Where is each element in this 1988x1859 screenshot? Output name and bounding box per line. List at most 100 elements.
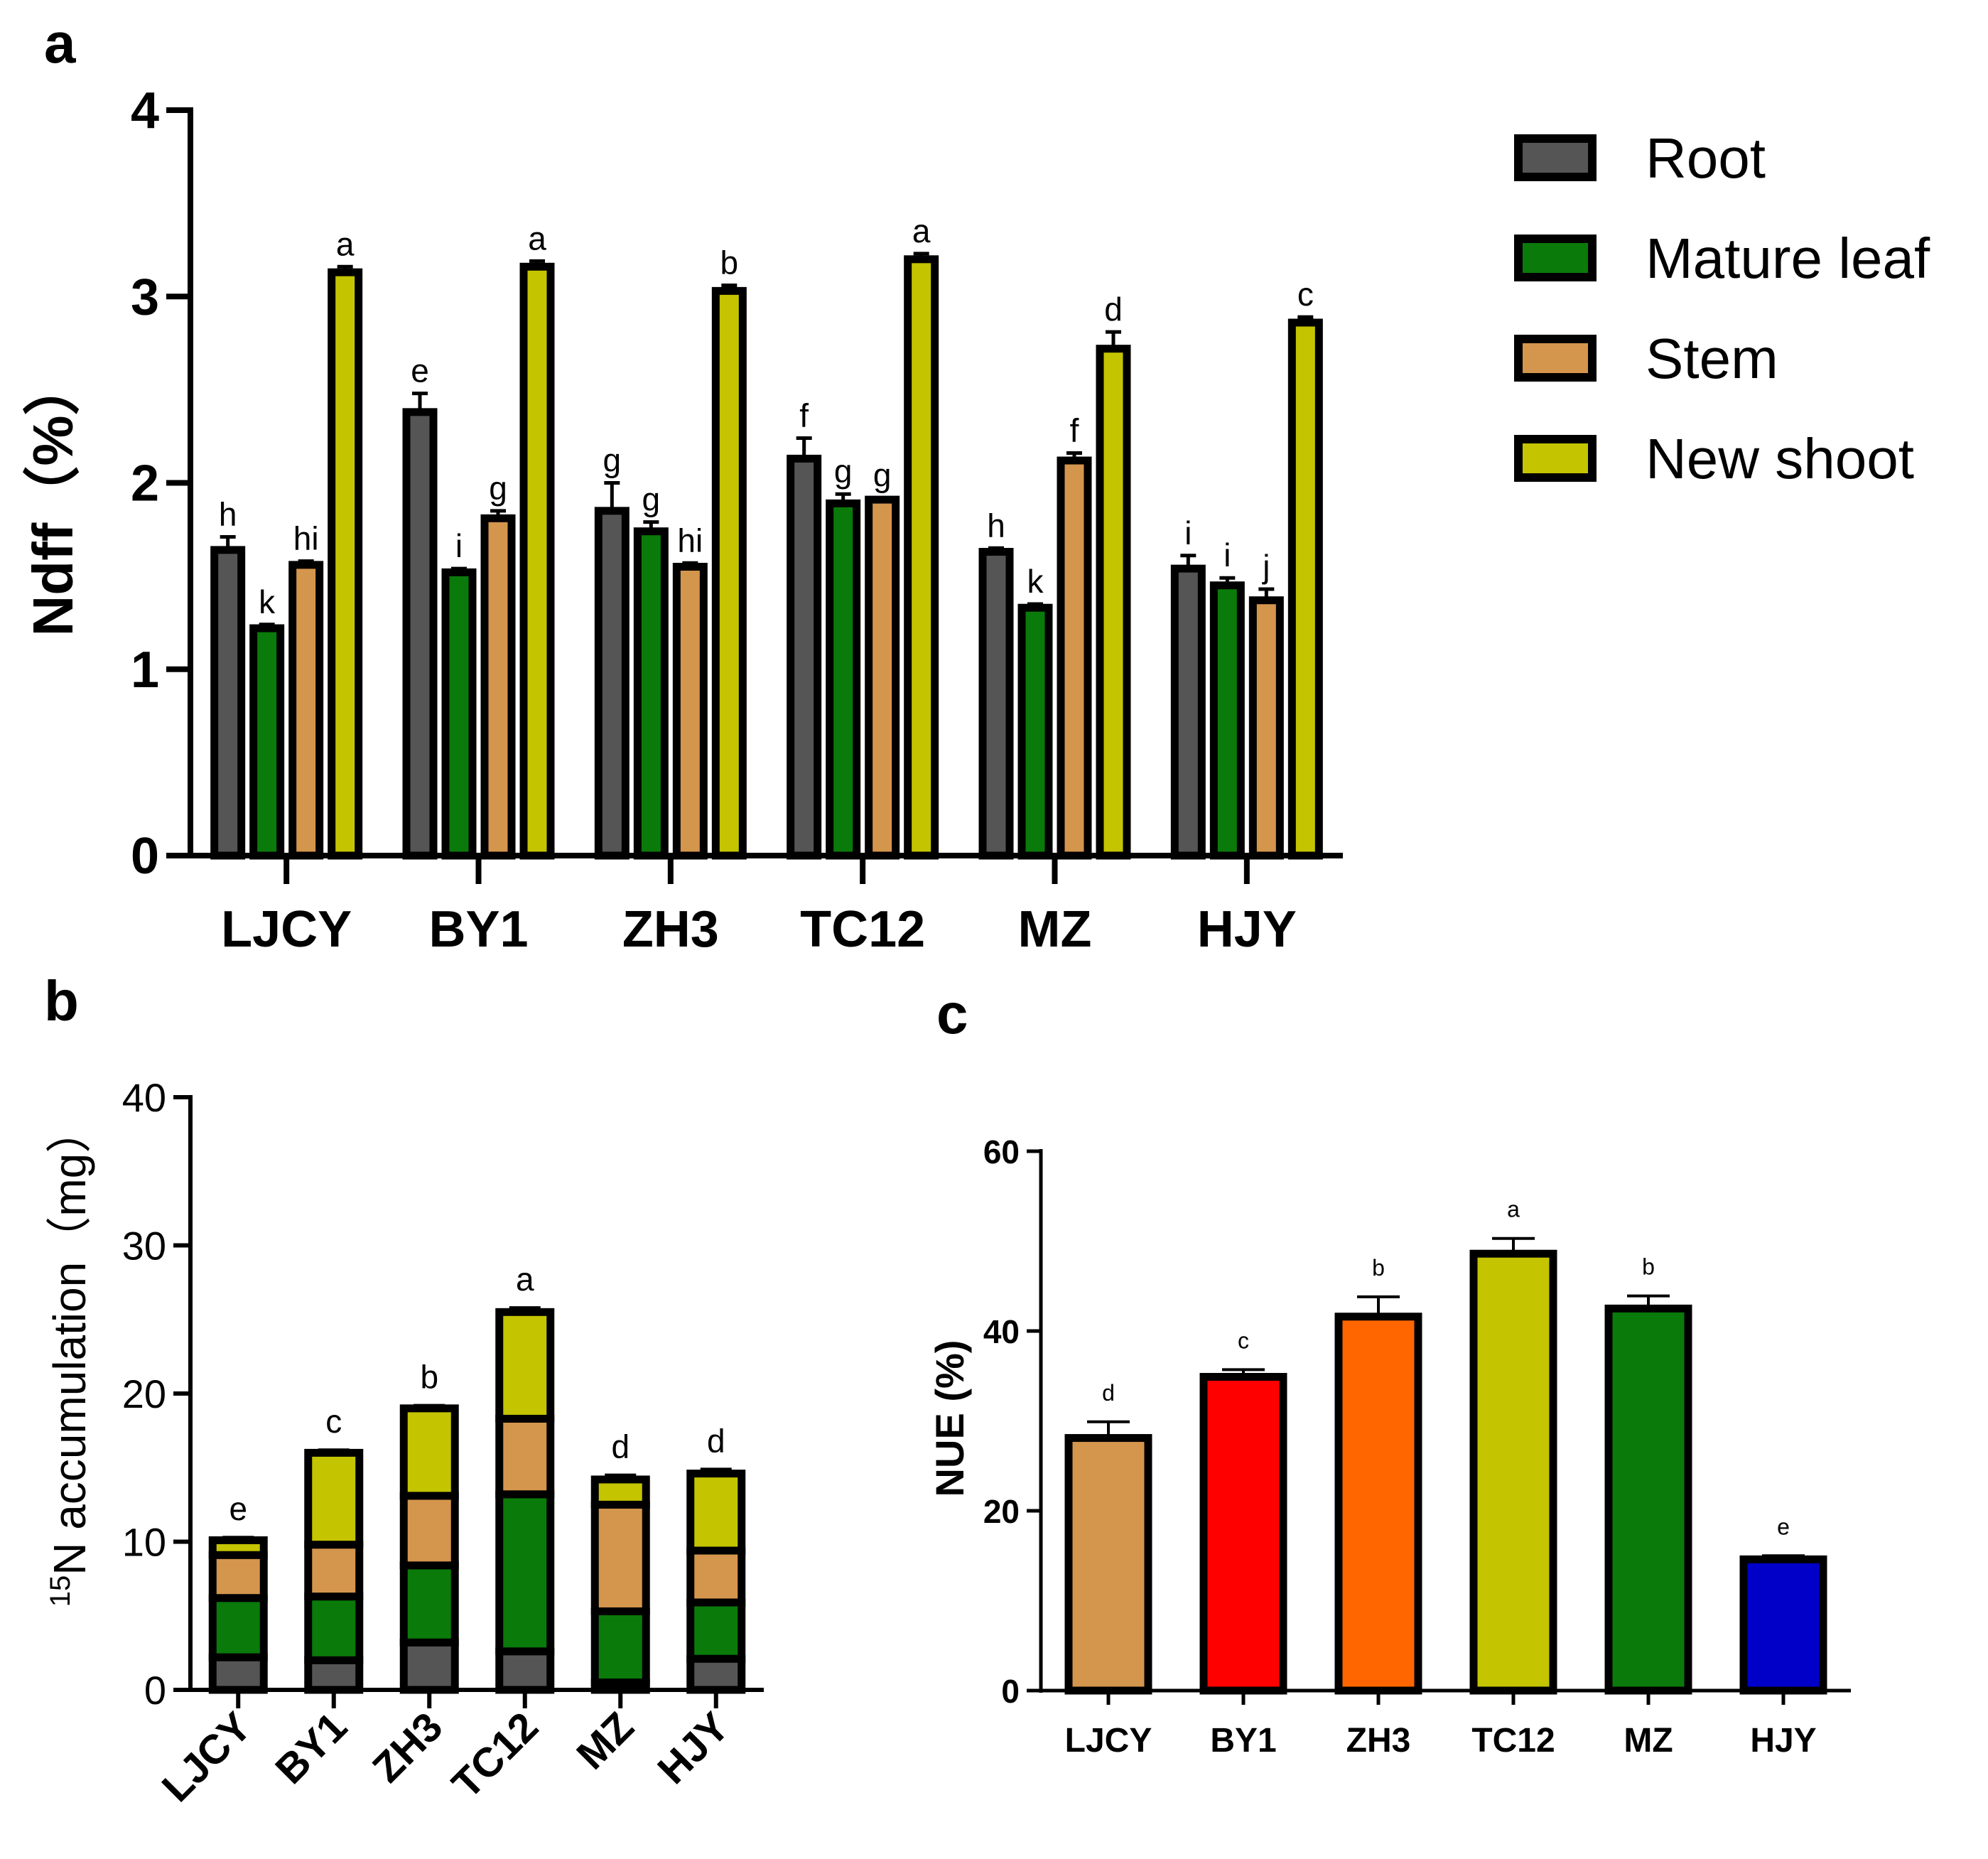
legend-label-mature-leaf: Mature leaf xyxy=(1646,227,1930,290)
sig-letter-a-hjy-root: i xyxy=(1184,514,1192,551)
legend-swatch-root xyxy=(1514,134,1597,181)
sig-letter-a-tc12-root: f xyxy=(799,397,809,434)
bar-a-mz-mature-leaf xyxy=(1017,603,1053,860)
legend-swatch-stem xyxy=(1514,335,1597,382)
bar-b-tc12-mature-leaf xyxy=(495,1490,555,1656)
bar-a-hjy-mature-leaf xyxy=(1209,581,1245,860)
sig-letter-a-tc12-stem: g xyxy=(873,456,892,493)
bar-b-zh3-root xyxy=(399,1638,459,1694)
x-tick-label-a-zh3: ZH3 xyxy=(622,901,719,958)
sig-letter-a-ljcy-mature-leaf: k xyxy=(259,583,276,620)
sig-letter-b-tc12: a xyxy=(516,1261,534,1298)
y-tick-label-b-40: 40 xyxy=(122,1075,166,1120)
y-tick-label-a-0: 0 xyxy=(131,828,159,885)
y-axis-label-b-superscript: 15 xyxy=(45,1575,76,1607)
bar-b-zh3-stem xyxy=(399,1492,459,1570)
bar-b-by1-mature-leaf xyxy=(304,1593,364,1664)
bar-a-tc12-stem xyxy=(865,495,900,860)
bar-a-tc12-new-shoot xyxy=(904,255,939,860)
bar-b-hjy-new-shoot xyxy=(686,1470,746,1555)
x-tick-label-c-ljcy: LJCY xyxy=(1065,1722,1152,1760)
panel-letter-b: b xyxy=(44,969,79,1033)
y-tick-label-a-1: 1 xyxy=(131,642,159,699)
x-tick-label-c-tc12: TC12 xyxy=(1471,1722,1555,1760)
bar-a-mz-root xyxy=(978,548,1014,860)
y-tick-label-c-60: 60 xyxy=(983,1133,1020,1170)
bar-a-mz-new-shoot xyxy=(1096,345,1131,860)
bar-a-ljcy-root xyxy=(210,546,246,860)
bar-c-tc12 xyxy=(1469,1249,1557,1695)
sig-letter-a-mz-new-shoot: d xyxy=(1104,291,1123,328)
x-tick-label-c-by1: BY1 xyxy=(1210,1722,1276,1760)
bar-a-by1-new-shoot xyxy=(519,262,555,860)
legend-swatch-mature-leaf xyxy=(1514,235,1597,281)
bar-b-hjy-stem xyxy=(686,1546,746,1607)
legend-label-root: Root xyxy=(1646,126,1766,190)
bar-c-zh3 xyxy=(1334,1313,1422,1695)
bar-b-ljcy-stem xyxy=(208,1551,268,1602)
x-tick-label-c-mz: MZ xyxy=(1624,1722,1673,1760)
x-tick-label-a-mz: MZ xyxy=(1018,901,1092,958)
bar-c-mz xyxy=(1604,1304,1692,1695)
sig-letter-c-mz: b xyxy=(1642,1254,1655,1280)
sig-letter-b-ljcy: e xyxy=(229,1490,247,1527)
sig-letter-a-mz-mature-leaf: k xyxy=(1027,563,1044,600)
bar-a-ljcy-stem xyxy=(288,561,324,860)
sig-letter-a-ljcy-root: h xyxy=(219,496,237,533)
sig-letter-b-by1: c xyxy=(325,1403,342,1440)
bar-b-by1-stem xyxy=(304,1541,364,1601)
bar-b-tc12-root xyxy=(495,1647,555,1694)
y-tick-label-b-10: 10 xyxy=(122,1520,166,1565)
legend-a: Root Mature leaf Stem New shoot xyxy=(1514,126,1930,490)
x-tick-label-c-zh3: ZH3 xyxy=(1346,1722,1411,1760)
bar-a-hjy-new-shoot xyxy=(1287,318,1323,860)
sig-letter-a-mz-stem: f xyxy=(1070,412,1079,449)
y-axis-label-b: 15N accumulation（mg） xyxy=(44,1108,95,1607)
sig-letter-a-ljcy-stem: hi xyxy=(293,520,319,557)
bar-a-mz-stem xyxy=(1057,456,1092,860)
bar-b-mz-mature-leaf xyxy=(590,1607,650,1687)
x-tick-label-c-hjy: HJY xyxy=(1750,1722,1816,1760)
sig-letter-a-by1-stem: g xyxy=(489,470,507,507)
bar-a-ljcy-new-shoot xyxy=(328,268,363,860)
x-tick-label-b-by1: BY1 xyxy=(266,1703,356,1793)
y-tick-label-a-2: 2 xyxy=(131,456,159,512)
bar-b-mz-stem xyxy=(590,1500,650,1615)
bar-a-zh3-root xyxy=(594,507,630,860)
y-tick-label-b-20: 20 xyxy=(122,1372,166,1416)
sig-letter-a-hjy-stem: j xyxy=(1261,548,1270,585)
chart-c: NUE (%) d LJCY c BY1 b ZH3 a TC12 b MZ e HJY 0 20 40 60 xyxy=(927,1133,1851,1760)
bar-a-tc12-root xyxy=(787,454,822,860)
y-axis-label-c: NUE (%) xyxy=(927,1340,972,1497)
bar-b-by1-root xyxy=(304,1656,364,1694)
bar-a-by1-stem xyxy=(480,514,516,860)
sig-letter-a-zh3-stem: hi xyxy=(677,522,703,559)
panel-letter-a: a xyxy=(44,11,76,75)
legend-swatch-new-shoot xyxy=(1514,435,1597,482)
legend-label-new-shoot: New shoot xyxy=(1646,427,1914,490)
bar-a-hjy-root xyxy=(1170,564,1206,860)
sig-letter-a-ljcy-new-shoot: a xyxy=(336,225,355,262)
y-tick-label-a-3: 3 xyxy=(131,269,159,325)
sig-letter-c-by1: c xyxy=(1238,1327,1249,1353)
x-tick-label-a-hjy: HJY xyxy=(1197,901,1297,958)
bar-b-zh3-mature-leaf xyxy=(399,1561,459,1647)
y-axis-label-b-text: N accumulation（mg） xyxy=(44,1108,95,1575)
x-tick-label-b-tc12: TC12 xyxy=(443,1703,547,1807)
sig-letter-a-by1-mature-leaf: i xyxy=(455,527,463,564)
y-tick-label-a-4: 4 xyxy=(131,82,159,139)
bar-b-mz-new-shoot xyxy=(590,1475,650,1509)
x-tick-label-b-zh3: ZH3 xyxy=(364,1703,451,1791)
sig-letter-c-zh3: b xyxy=(1372,1255,1385,1281)
bar-c-by1 xyxy=(1199,1373,1287,1695)
sig-letter-a-zh3-new-shoot: b xyxy=(720,244,739,281)
bar-a-zh3-new-shoot xyxy=(711,286,747,860)
bar-a-tc12-mature-leaf xyxy=(826,499,861,860)
y-tick-label-c-0: 0 xyxy=(1001,1673,1020,1710)
sig-letter-a-tc12-mature-leaf: g xyxy=(834,453,853,490)
x-tick-label-a-ljcy: LJCY xyxy=(221,901,352,958)
bar-b-tc12-new-shoot xyxy=(495,1308,555,1423)
chart-b: 15N accumulation（mg） e LJCY c BY1 b ZH3 a TC12 d… xyxy=(44,1075,764,1811)
sig-letter-a-mz-root: h xyxy=(987,507,1005,544)
